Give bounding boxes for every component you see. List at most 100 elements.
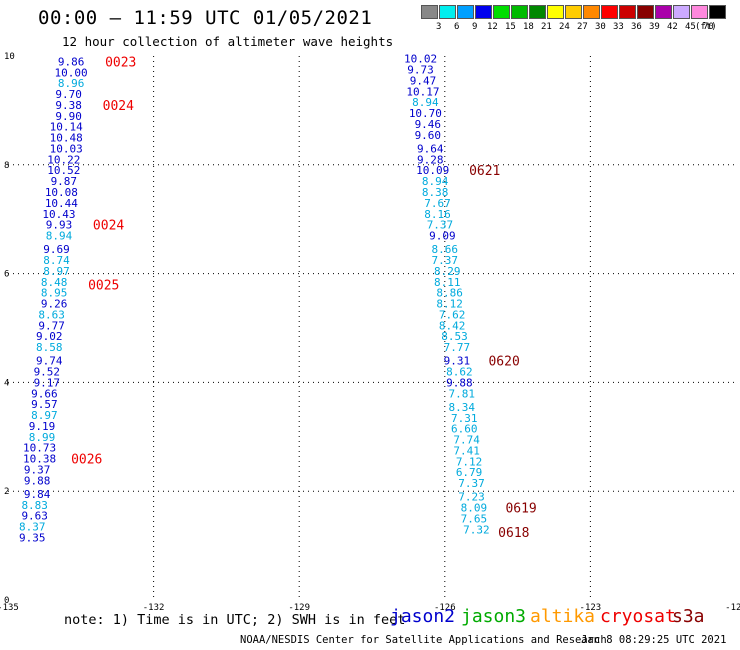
legend-label: 24 bbox=[559, 22, 570, 32]
data-point-label: 9.86 bbox=[58, 55, 85, 68]
y-tick-label: 10 bbox=[4, 52, 15, 62]
satellite-jason3: jason3 bbox=[461, 606, 527, 627]
legend-swatch bbox=[655, 5, 672, 19]
x-tick-label: -120 bbox=[725, 603, 740, 613]
legend-label: 9 bbox=[472, 22, 478, 32]
legend-swatch bbox=[421, 5, 438, 19]
legend-swatch bbox=[637, 5, 654, 19]
data-point-label: 10.02 bbox=[404, 53, 437, 66]
data-point-label: 8.38 bbox=[422, 186, 449, 199]
data-point-label: 8.94 bbox=[422, 175, 449, 188]
data-point-label: 10.09 bbox=[416, 164, 449, 177]
time-label: 0621 bbox=[469, 164, 500, 179]
footer-note: note: 1) Time is in UTC; 2) SWH is in fe… bbox=[64, 612, 406, 628]
data-point-label: 9.09 bbox=[429, 230, 456, 243]
data-point-label: 10.17 bbox=[406, 85, 439, 98]
legend-label: 70 bbox=[703, 22, 714, 32]
data-point-label: 9.70 bbox=[55, 88, 82, 101]
data-point-label: 8.94 bbox=[412, 96, 439, 109]
legend-label: 6 bbox=[454, 22, 460, 32]
data-point-label: 10.08 bbox=[45, 186, 78, 199]
data-point-label: 9.52 bbox=[34, 366, 61, 379]
data-point-label: 8.48 bbox=[41, 276, 68, 289]
data-point-label: 7.23 bbox=[458, 491, 485, 504]
legend-swatch bbox=[547, 5, 564, 19]
time-label: 0620 bbox=[488, 355, 519, 370]
y-tick-label: 8 bbox=[4, 161, 9, 171]
x-tick-label: -126 bbox=[434, 603, 456, 613]
data-point-label: 7.67 bbox=[424, 197, 451, 210]
data-point-label: 9.28 bbox=[417, 153, 444, 166]
data-point-label: 7.81 bbox=[449, 387, 476, 400]
data-point-label: 8.99 bbox=[29, 431, 56, 444]
data-point-label: 9.35 bbox=[19, 531, 46, 544]
data-point-label: 8.63 bbox=[38, 308, 65, 321]
legend-swatch bbox=[619, 5, 636, 19]
legend-swatch bbox=[457, 5, 474, 19]
data-point-label: 9.63 bbox=[21, 510, 48, 523]
legend-label: 15 bbox=[505, 22, 516, 32]
data-point-label: 8.34 bbox=[449, 401, 476, 414]
legend-label: 33 bbox=[613, 22, 624, 32]
data-point-label: 10.70 bbox=[409, 107, 442, 120]
data-point-label: 9.84 bbox=[24, 488, 51, 501]
legend-label: 21 bbox=[541, 22, 552, 32]
data-point-label: 10.73 bbox=[23, 442, 56, 455]
data-point-label: 9.60 bbox=[415, 129, 442, 142]
legend-swatch bbox=[673, 5, 690, 19]
data-point-label: 9.57 bbox=[31, 398, 58, 411]
y-tick-label: 2 bbox=[4, 487, 9, 497]
data-point-label: 7.37 bbox=[432, 254, 459, 267]
data-point-label: 9.88 bbox=[24, 474, 51, 487]
data-point-label: 10.00 bbox=[55, 66, 88, 79]
legend-unit: (ft) bbox=[695, 22, 717, 32]
data-point-label: 9.90 bbox=[55, 110, 82, 123]
time-label: 0619 bbox=[505, 502, 536, 517]
data-point-label: 9.87 bbox=[51, 175, 78, 188]
legend-label: 39 bbox=[649, 22, 660, 32]
x-tick-label: -135 bbox=[0, 603, 19, 613]
data-point-label: 8.94 bbox=[46, 230, 73, 243]
legend-swatch bbox=[565, 5, 582, 19]
data-point-label: 7.74 bbox=[453, 434, 480, 447]
data-point-label: 9.66 bbox=[31, 387, 58, 400]
data-point-label: 10.44 bbox=[45, 197, 78, 210]
data-point-label: 7.62 bbox=[439, 308, 466, 321]
time-label: 0026 bbox=[71, 453, 102, 468]
legend-label: 3 bbox=[436, 22, 442, 32]
data-point-label: 8.12 bbox=[436, 298, 463, 311]
data-point-label: 10.43 bbox=[42, 208, 75, 221]
satellite-jason2: jason2 bbox=[390, 606, 456, 627]
legend-label: 45 bbox=[685, 22, 696, 32]
data-point-label: 8.62 bbox=[446, 366, 473, 379]
y-tick-label: 0 bbox=[4, 596, 9, 606]
x-tick-label: -129 bbox=[288, 603, 310, 613]
data-point-label: 8.66 bbox=[432, 243, 459, 256]
y-tick-label: 4 bbox=[4, 378, 9, 388]
data-point-label: 10.38 bbox=[23, 453, 56, 466]
data-point-label: 7.31 bbox=[451, 412, 478, 425]
data-point-label: 8.11 bbox=[434, 276, 461, 289]
data-point-label: 9.64 bbox=[417, 142, 444, 155]
data-point-label: 7.41 bbox=[453, 444, 480, 457]
data-point-label: 9.69 bbox=[43, 243, 70, 256]
data-point-label: 9.38 bbox=[55, 99, 82, 112]
x-tick-label: -123 bbox=[580, 603, 602, 613]
data-point-label: 9.19 bbox=[29, 420, 56, 433]
data-point-label: 10.52 bbox=[47, 164, 80, 177]
data-point-label: 7.65 bbox=[461, 512, 488, 525]
legend-swatch bbox=[511, 5, 528, 19]
data-point-label: 9.93 bbox=[46, 219, 73, 232]
legend-swatch bbox=[493, 5, 510, 19]
satellite-altika: altika bbox=[530, 606, 596, 627]
legend-label: 30 bbox=[595, 22, 606, 32]
legend-label: 42 bbox=[667, 22, 678, 32]
data-point-label: 9.46 bbox=[415, 118, 442, 131]
data-point-label: 7.77 bbox=[444, 341, 471, 354]
data-point-label: 9.31 bbox=[444, 355, 471, 368]
data-point-label: 8.74 bbox=[43, 254, 70, 267]
time-label: 0024 bbox=[103, 99, 134, 114]
data-point-label: 8.09 bbox=[461, 502, 488, 515]
data-point-label: 9.26 bbox=[41, 298, 68, 311]
